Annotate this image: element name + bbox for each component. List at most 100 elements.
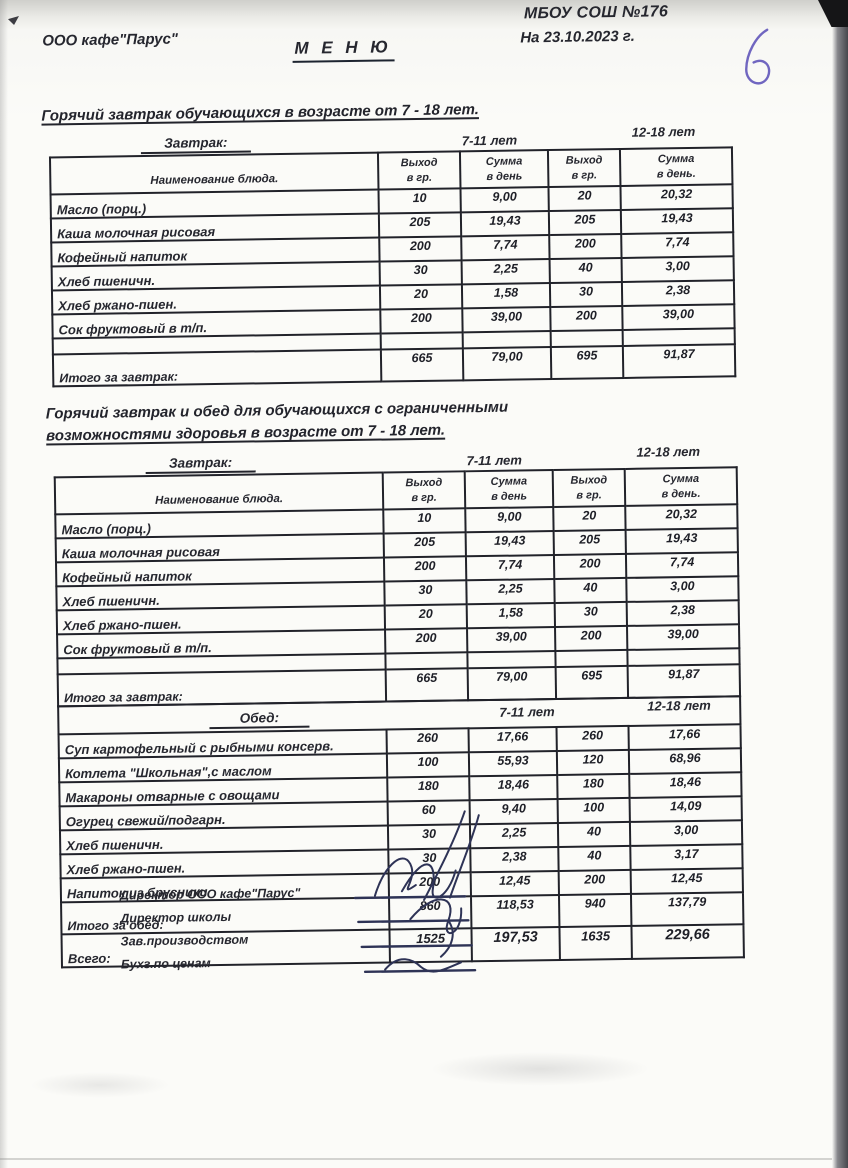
sum-value-cell	[462, 331, 551, 349]
output-grams-cell: 20	[384, 604, 468, 630]
output-grams-cell: 180	[557, 773, 630, 799]
output-grams-cell: 20	[379, 284, 463, 310]
output-grams-cell: 100	[386, 752, 470, 778]
scan-edge-right	[832, 0, 848, 1168]
output-grams-cell: 205	[553, 529, 626, 556]
menu-table: Наименование блюда. Выход в гр. Сумма в де…	[49, 146, 736, 387]
column-header: Выход в гр.	[552, 468, 626, 508]
menu-section: Горячий завтрак обучающихся в возрасте о…	[41, 95, 745, 387]
output-grams-cell: 100	[557, 797, 630, 823]
sum-value-cell: 2,25	[461, 259, 550, 285]
signature-block: Директор ООО кафе"Парус" Директор школы …	[120, 886, 302, 981]
output-grams-cell: 665	[385, 668, 469, 702]
sum-value-cell: 39,00	[627, 624, 740, 650]
sum-value-cell: 9,00	[465, 507, 554, 533]
age-group-label: 12-18 лет	[636, 443, 701, 460]
signature-label: Директор школы	[120, 909, 232, 926]
sum-value-cell: 229,66	[631, 924, 744, 959]
column-header: Сумма в день.	[624, 467, 738, 506]
sum-value-cell: 3,00	[626, 576, 739, 602]
output-grams-cell: 30	[379, 260, 462, 286]
sum-value-cell: 3,00	[621, 256, 734, 282]
meal-label: Обед:	[209, 709, 310, 730]
scan-smudge	[430, 1052, 650, 1086]
meal-label: Завтрак:	[140, 134, 251, 155]
menu-date: На 23.10.2023 г.	[520, 27, 635, 47]
sum-value-cell: 1,58	[466, 603, 556, 629]
output-grams-cell	[380, 332, 463, 350]
sum-value-cell: 39,00	[462, 307, 551, 333]
school-name: МБОУ СОШ №176	[523, 3, 669, 23]
output-grams-cell: 200	[550, 305, 623, 332]
output-grams-cell: 30	[384, 580, 467, 606]
sum-value-cell: 12,45	[630, 868, 744, 894]
sum-value-cell: 7,74	[625, 552, 739, 578]
sum-value-cell: 18,46	[469, 774, 558, 801]
age-group-label: 7-11 лет	[466, 452, 523, 469]
scan-speck	[8, 16, 19, 25]
sum-value-cell: 17,66	[628, 724, 741, 750]
sum-value-cell: 2,38	[626, 600, 739, 626]
output-grams-cell: 665	[380, 348, 464, 382]
signature-label: Директор ООО кафе"Парус"	[119, 885, 301, 903]
column-header: Сумма в день.	[619, 147, 733, 186]
scan-edge-left	[0, 0, 8, 1168]
sum-value-cell: 17,66	[468, 726, 557, 753]
output-grams-cell: 10	[383, 508, 466, 534]
sum-value-cell: 2,25	[466, 579, 555, 605]
output-grams-cell	[385, 652, 468, 670]
sum-value-cell: 7,74	[461, 235, 550, 261]
output-grams-cell: 20	[553, 505, 626, 532]
sum-value-cell: 20,32	[620, 184, 733, 210]
column-header: Сумма в день	[459, 150, 549, 189]
sum-value-cell: 91,87	[622, 344, 736, 378]
sum-value-cell: 137,79	[630, 892, 744, 926]
output-grams-cell: 695	[555, 665, 629, 699]
output-grams-cell: 200	[385, 628, 468, 654]
sum-value-cell: 79,00	[462, 347, 552, 381]
signature-label: Бухг.по ценам	[120, 956, 211, 972]
signatures-ink	[353, 857, 477, 974]
column-header: Выход в гр.	[547, 148, 621, 188]
age-group-label: 7-11 лет	[499, 704, 555, 720]
output-grams-cell: 205	[548, 209, 622, 236]
sum-value-cell: 19,43	[620, 208, 734, 234]
handwritten-page-number	[745, 28, 771, 85]
output-grams-cell: 260	[386, 728, 469, 754]
sum-value-cell	[627, 648, 740, 666]
sum-value-cell: 7,74	[621, 232, 734, 258]
sum-value-cell: 3,00	[629, 820, 743, 846]
output-grams-cell: 20	[548, 185, 621, 212]
sum-value-cell: 19,43	[625, 528, 738, 554]
sum-value-cell: 7,74	[465, 555, 555, 581]
output-grams-cell	[555, 649, 628, 668]
sum-value-cell: 19,43	[465, 531, 554, 557]
age-group-label: 7-11 лет	[461, 132, 518, 149]
pen-strokes	[423, 810, 480, 901]
age-group-label: 12-18 лет	[631, 123, 696, 140]
output-grams-cell: 200	[380, 308, 463, 334]
output-grams-cell: 200	[553, 553, 627, 580]
output-grams-cell: 30	[554, 601, 628, 628]
output-grams-cell: 40	[549, 257, 622, 284]
output-grams-cell: 200	[555, 625, 628, 652]
page-title: М Е Н Ю	[292, 37, 395, 63]
sum-value-cell: 68,96	[628, 748, 742, 774]
sum-value-cell: 39,00	[467, 627, 556, 653]
output-grams-cell: 180	[387, 776, 470, 802]
scan-smudge	[30, 1072, 170, 1098]
sum-value-cell	[622, 328, 735, 346]
sum-value-cell: 19,43	[460, 211, 550, 237]
output-grams-cell: 120	[556, 749, 630, 775]
sum-value-cell: 79,00	[467, 667, 557, 701]
sum-value-cell	[467, 651, 556, 669]
output-grams-cell	[550, 329, 623, 348]
column-header-dish-name: Наименование блюда.	[49, 152, 379, 195]
scan-edge-bottom	[0, 1158, 832, 1160]
output-grams-cell: 40	[554, 577, 627, 604]
sum-value-cell: 2,38	[621, 280, 735, 306]
sum-value-cell: 18,46	[629, 772, 742, 798]
output-grams-cell: 205	[378, 212, 462, 238]
column-header: Сумма в день	[464, 470, 554, 509]
sum-value-cell: 14,09	[629, 796, 742, 822]
